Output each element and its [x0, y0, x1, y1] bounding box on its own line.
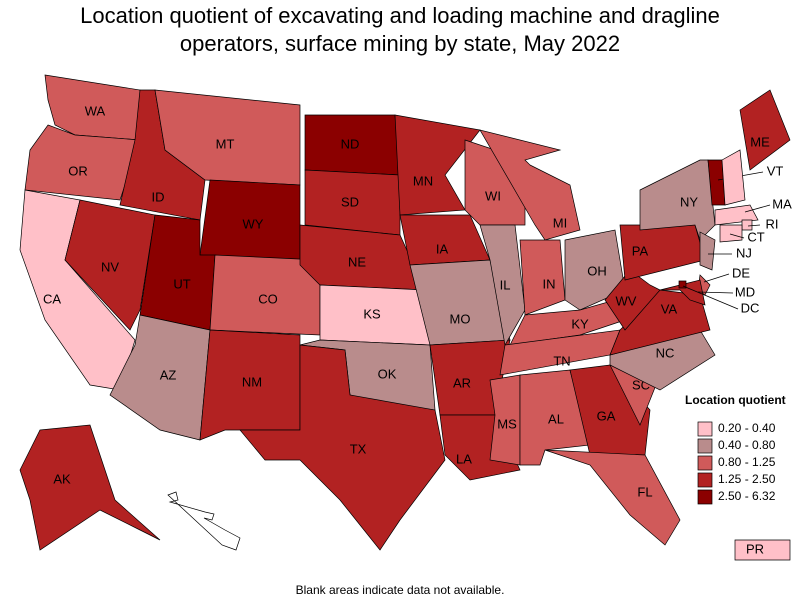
state [239, 344, 446, 551]
callout-line [729, 233, 745, 239]
state-label: WY [243, 216, 264, 231]
callout-line [744, 204, 771, 213]
legend-swatch [697, 438, 713, 454]
callout-line [703, 273, 730, 283]
callout-line [682, 285, 739, 310]
state-label: WV [616, 293, 637, 308]
legend-label: 2.50 - 6.32 [718, 489, 776, 503]
state-label: IN [543, 276, 556, 291]
state-label: NV [101, 259, 119, 274]
callout-line [747, 224, 761, 227]
state-label: FL [637, 484, 652, 499]
legend-label: 1.25 - 2.50 [718, 472, 776, 486]
state-label: RI [766, 216, 779, 231]
state [739, 89, 791, 171]
state-label: IA [436, 241, 449, 256]
state-label: CA [43, 291, 61, 306]
state-label: ND [341, 136, 360, 151]
state [721, 149, 746, 206]
state-label: ME [750, 134, 770, 149]
footnote: Blank areas indicate data not available. [295, 583, 505, 597]
state-label: NY [680, 194, 698, 209]
legend-swatch [697, 421, 713, 437]
state-label: LA [456, 451, 472, 466]
legend-swatch [697, 455, 713, 471]
state-label: PA [632, 243, 649, 258]
state-label: ID [152, 189, 165, 204]
state [64, 199, 156, 331]
state-label: MT [216, 136, 235, 151]
state-label: MN [413, 173, 433, 188]
state [564, 229, 626, 311]
legend-title: Location quotient [685, 393, 786, 407]
state-label: WI [485, 188, 501, 203]
state-label: CO [258, 291, 278, 306]
state-label: WA [85, 103, 106, 118]
state-label: VA [661, 301, 678, 316]
state-label: MO [450, 311, 471, 326]
state [479, 224, 526, 347]
state-label: OK [378, 366, 397, 381]
state-label: KY [571, 316, 589, 331]
state-label: MA [772, 196, 792, 211]
state-label: UT [173, 276, 190, 291]
state [734, 539, 791, 561]
state [24, 124, 141, 201]
state-label: NE [348, 254, 366, 269]
state-label: KS [363, 306, 381, 321]
state-label: MS [497, 416, 517, 431]
state [639, 159, 716, 241]
state-label: GA [597, 408, 616, 423]
state-label: AL [548, 411, 564, 426]
state-label: MD [735, 284, 755, 299]
state-label: CT [747, 229, 764, 244]
state-label: NC [656, 345, 675, 360]
state-label: IL [500, 277, 511, 292]
state-label: SD [341, 194, 359, 209]
state-label: TX [350, 441, 367, 456]
state-label: TN [553, 353, 570, 368]
state-label: PR [746, 541, 764, 556]
state-label: OR [68, 163, 88, 178]
state [394, 114, 481, 216]
state-label: OH [587, 263, 607, 278]
state [399, 214, 491, 266]
state [699, 231, 716, 271]
legend-label: 0.40 - 0.80 [718, 438, 776, 452]
legend-label: 0.80 - 1.25 [718, 455, 776, 469]
state-label: NJ [736, 245, 752, 260]
state-label: NM [242, 374, 262, 389]
state-label: AR [453, 375, 471, 390]
legend-label: 0.20 - 0.40 [718, 421, 776, 435]
legend-swatch [697, 489, 713, 505]
state-label: VT [767, 163, 784, 178]
state [19, 424, 161, 551]
map-title: Location quotient of excavating and load… [80, 3, 720, 56]
legend-swatch [697, 472, 713, 488]
state [167, 491, 241, 551]
state-label: AK [53, 471, 71, 486]
state-label: AZ [160, 367, 177, 382]
callout-line [697, 291, 734, 294]
state-label: DC [741, 300, 760, 315]
state [489, 374, 521, 466]
state [544, 449, 681, 546]
state [659, 279, 706, 306]
state-label: MI [553, 215, 567, 230]
state [479, 129, 581, 241]
state [719, 224, 743, 243]
state-label: DE [732, 265, 750, 280]
